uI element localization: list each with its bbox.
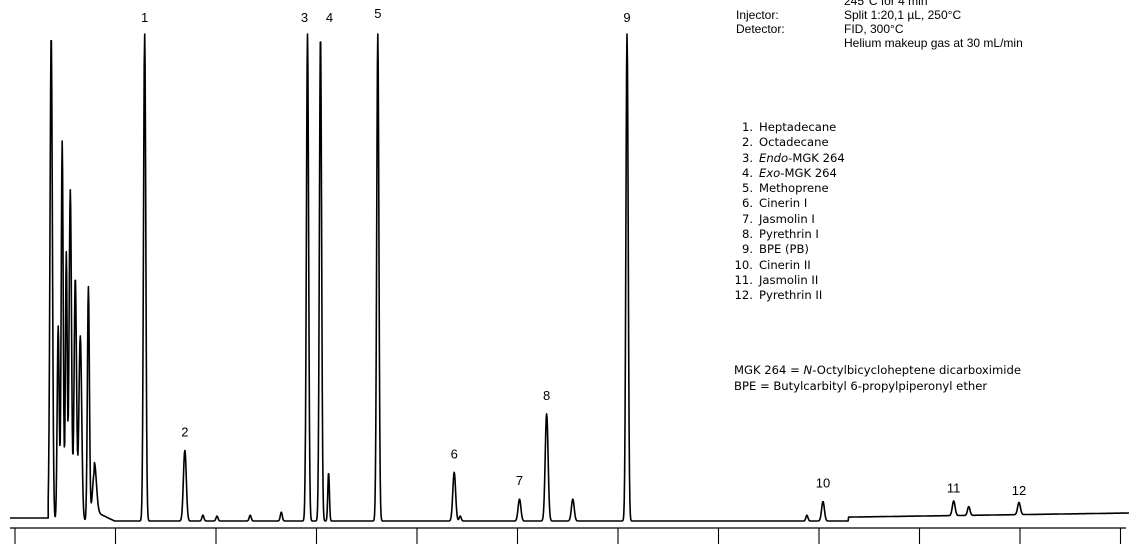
legend-item: 2. Octadecane bbox=[741, 135, 829, 150]
legend-item: 5. Methoprene bbox=[741, 181, 829, 196]
peak-label-1: 1 bbox=[141, 10, 148, 25]
peak-label-7: 7 bbox=[516, 473, 523, 488]
condition-row: 245°C for 4 min bbox=[736, 0, 1116, 8]
condition-value: Helium makeup gas at 30 mL/min bbox=[844, 36, 1023, 50]
condition-value: Split 1:20,1 µL, 250°C bbox=[844, 8, 962, 22]
condition-value: 245°C for 4 min bbox=[844, 0, 928, 8]
peak-label-2: 2 bbox=[181, 424, 188, 439]
condition-key: Detector: bbox=[736, 22, 785, 36]
peak-label-6: 6 bbox=[451, 446, 458, 461]
mgk-definition: MGK 264 = N-Octylbicycloheptene dicarbox… bbox=[734, 363, 1022, 377]
peak-label-8: 8 bbox=[543, 388, 550, 403]
time-axis bbox=[10, 527, 1126, 544]
legend-item: 6. Cinerin I bbox=[741, 196, 808, 211]
bpe-definition: BPE = Butylcarbityl 6-propylpiperonyl et… bbox=[734, 379, 988, 393]
peak-label-12: 12 bbox=[1012, 483, 1026, 498]
peak-label-5: 5 bbox=[374, 6, 381, 21]
legend-item: 4. Exo-MGK 264 bbox=[741, 165, 837, 180]
condition-row: Helium makeup gas at 30 mL/min bbox=[736, 36, 1116, 50]
legend-item: 11. Jasmolin II bbox=[734, 272, 819, 287]
condition-row: Detector: FID, 300°C bbox=[736, 22, 1116, 36]
peak-label-4: 4 bbox=[326, 10, 333, 25]
instrument-conditions: 245°C for 4 min Injector: Split 1:20,1 µ… bbox=[736, 0, 1116, 50]
legend-item: 9. BPE (PB) bbox=[741, 242, 809, 257]
chromatogram-trace bbox=[10, 33, 1129, 522]
condition-key: Injector: bbox=[736, 8, 779, 22]
compound-legend: 1. Heptadecane 2. Octadecane 3. Endo-MGK 26… bbox=[734, 120, 845, 304]
legend-item: 10. Cinerin II bbox=[734, 257, 811, 272]
peak-label-10: 10 bbox=[816, 476, 830, 491]
peak-label-9: 9 bbox=[623, 10, 630, 25]
peak-label-3: 3 bbox=[301, 10, 308, 25]
legend-item: 12. Pyrethrin II bbox=[734, 288, 823, 303]
legend-item: 7. Jasmolin I bbox=[741, 211, 815, 226]
legend-item: 3. Endo-MGK 264 bbox=[741, 150, 845, 165]
abbreviation-notes: MGK 264 = N-Octylbicycloheptene dicarbox… bbox=[734, 362, 1021, 394]
condition-row: Injector: Split 1:20,1 µL, 250°C bbox=[736, 8, 1116, 22]
condition-value: FID, 300°C bbox=[844, 22, 904, 36]
legend-item: 1. Heptadecane bbox=[741, 120, 837, 134]
peak-label-11: 11 bbox=[947, 480, 961, 495]
legend-item: 8. Pyrethrin I bbox=[741, 227, 819, 242]
